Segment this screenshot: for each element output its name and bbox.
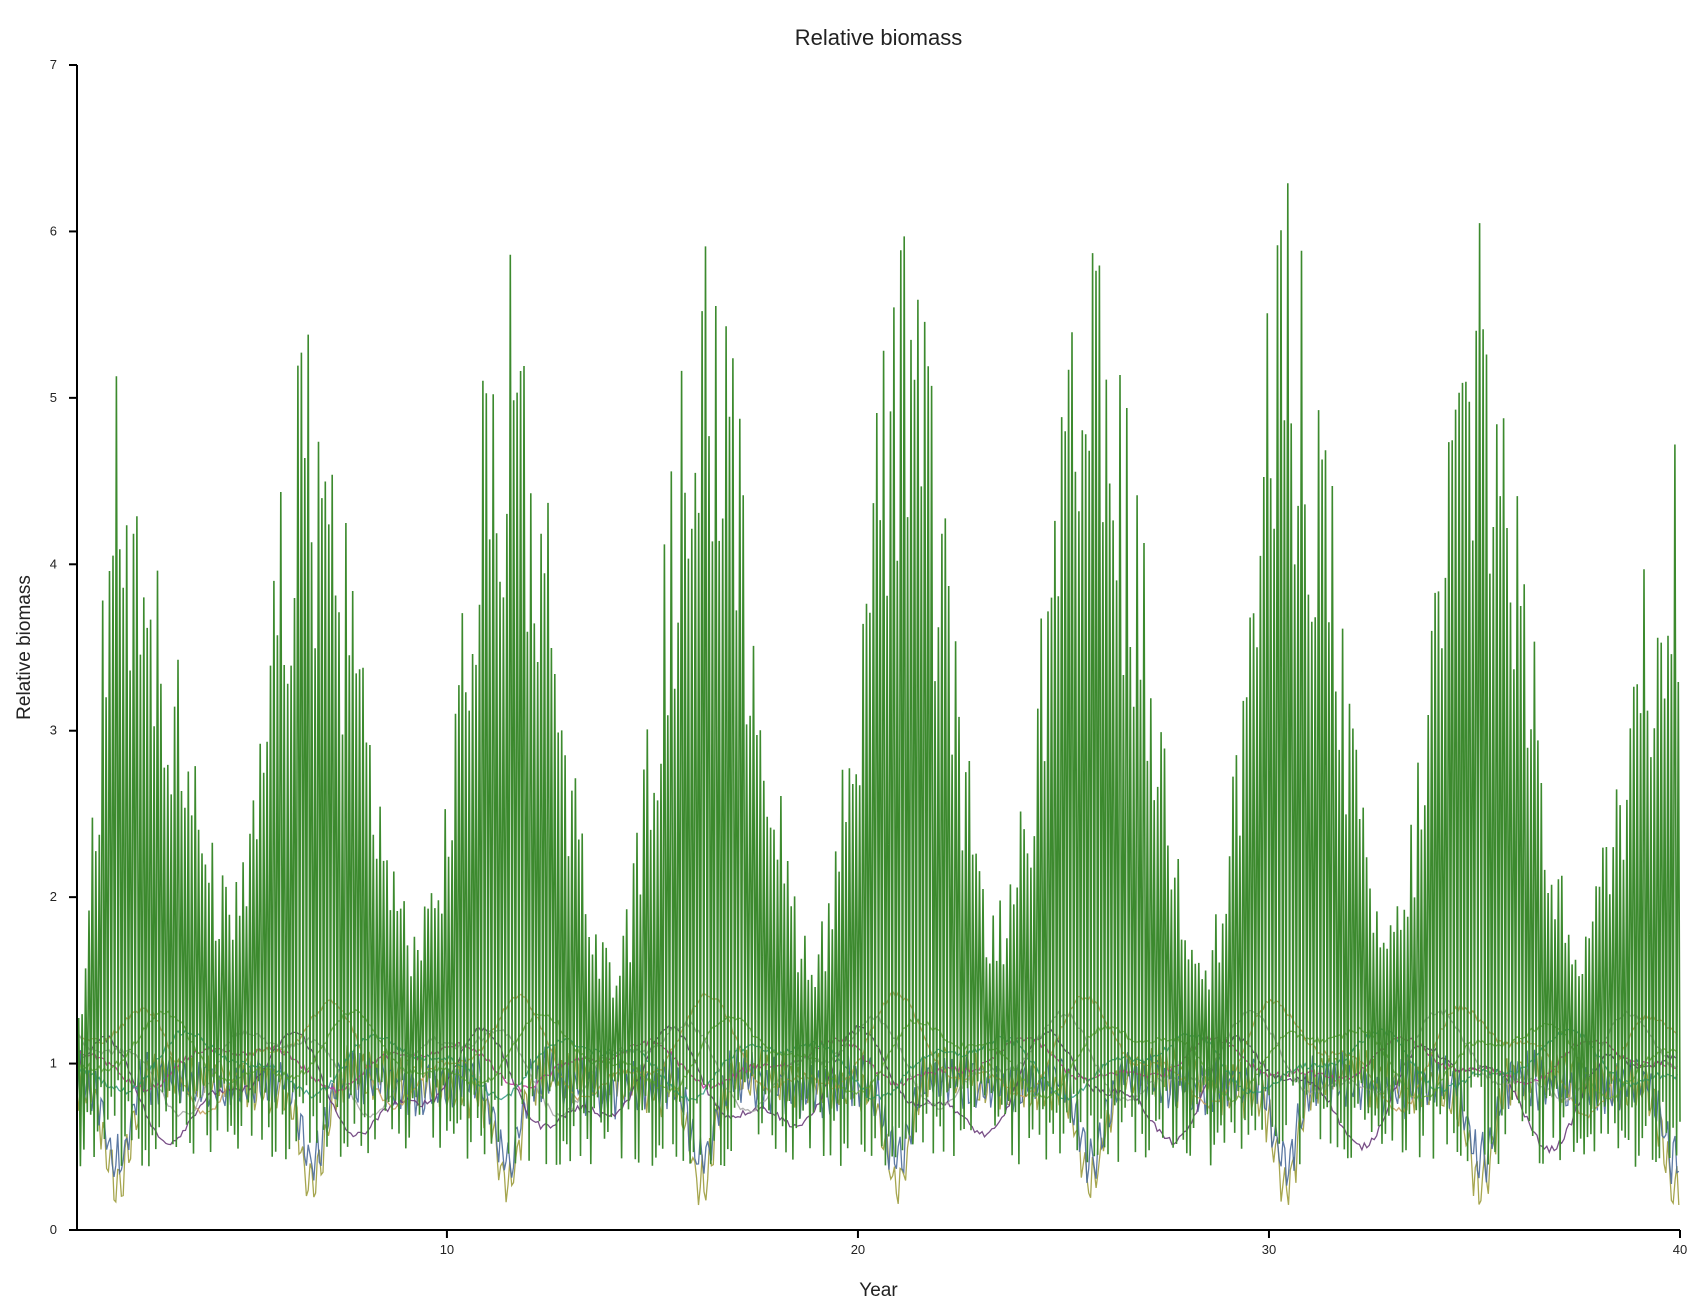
y-tick-label: 3 [50,723,57,738]
y-tick-label: 7 [50,57,57,72]
series-layer [76,183,1681,1206]
y-tick-label: 2 [50,889,57,904]
x-tick-label: 20 [851,1242,865,1257]
x-axis-title: Year [859,1280,898,1301]
y-tick-label: 0 [50,1222,57,1237]
axes-layer: 0 1 2 3 4 5 6 7 10 20 30 40 [50,57,1687,1257]
x-tick-label: 10 [440,1242,454,1257]
chart-title: Relative biomass [795,25,963,50]
x-tick-label: 30 [1262,1242,1276,1257]
series-line-1 [76,183,1681,1167]
y-tick-label: 4 [50,556,57,571]
y-tick-label: 6 [50,223,57,238]
y-axis-title: Relative biomass [14,575,35,720]
x-tick-label: 40 [1673,1242,1687,1257]
y-tick-label: 1 [50,1056,57,1071]
y-tick-label: 5 [50,390,57,405]
